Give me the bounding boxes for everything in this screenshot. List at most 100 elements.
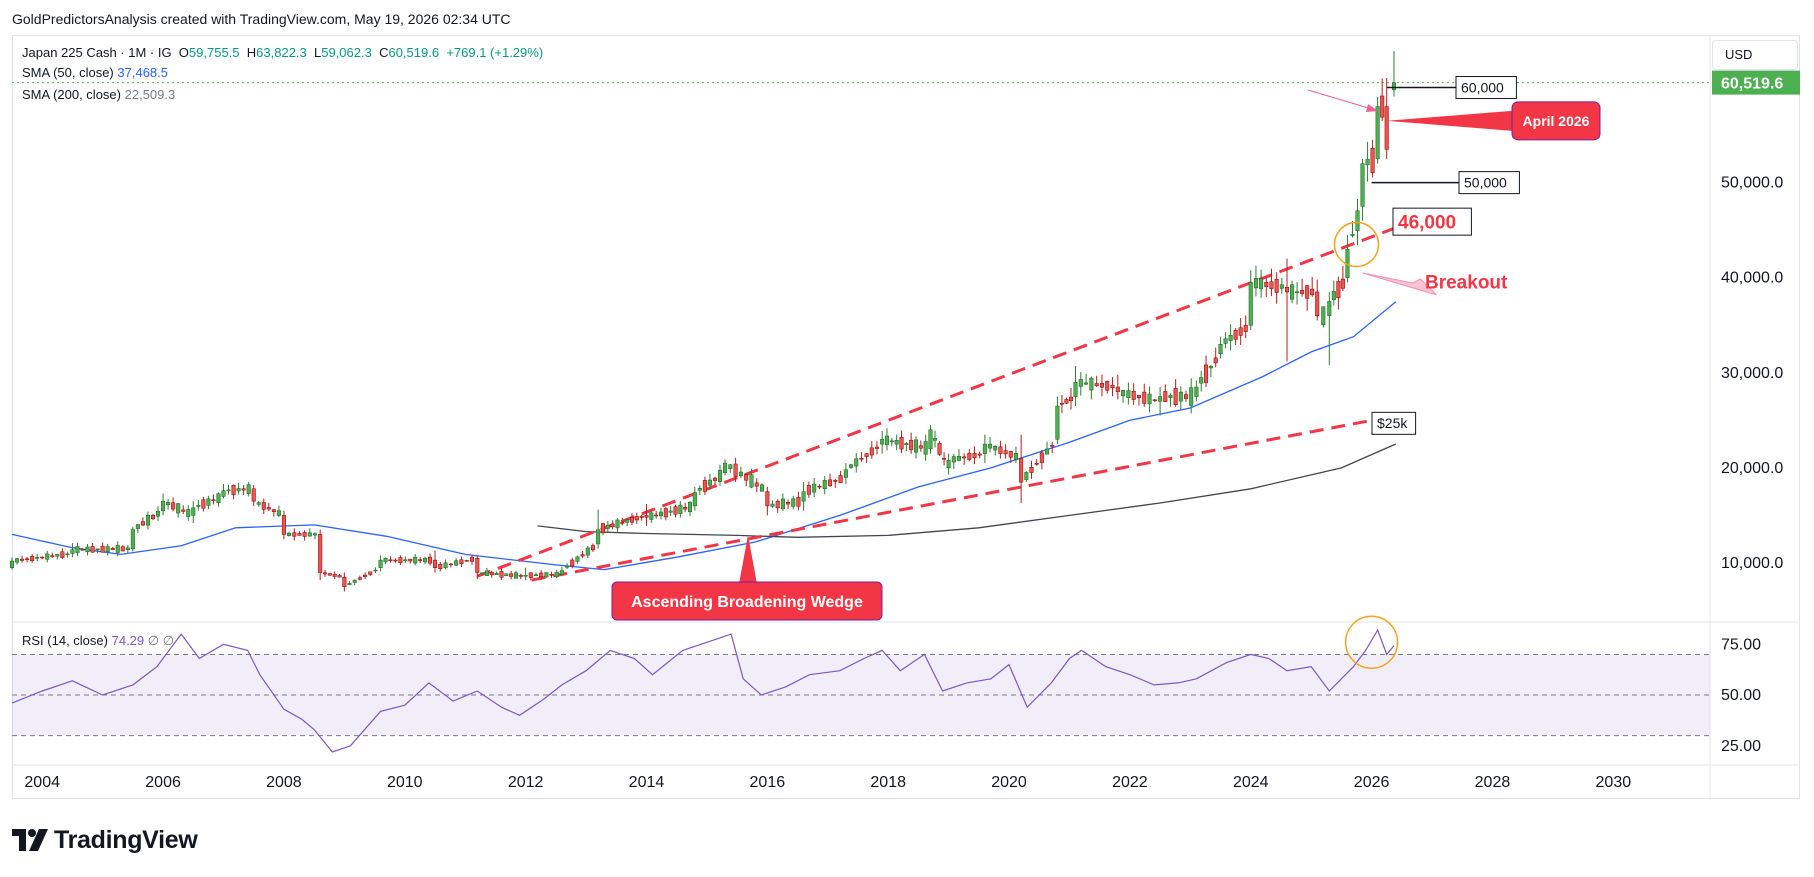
rsi-tick-label: 75.00 (1721, 636, 1761, 653)
candle-body (549, 574, 554, 576)
candle-body (423, 557, 428, 563)
candle-body (1228, 334, 1233, 341)
candle-body (261, 502, 266, 510)
candle-body (1050, 445, 1055, 447)
candle-body (634, 516, 639, 521)
candle-body (1300, 289, 1305, 294)
candle-body (322, 572, 328, 575)
candle-body (60, 551, 65, 558)
candle-body (692, 492, 697, 507)
candle-body (1327, 301, 1332, 316)
candle-body (1350, 234, 1355, 236)
rsi-legend[interactable]: RSI (14, close) 74.29 ∅ ∅ (22, 633, 174, 649)
currency-button[interactable]: USD (1712, 40, 1798, 70)
candle-body (565, 566, 570, 568)
sma50-legend[interactable]: SMA (50, close) 37,468.5 (22, 65, 168, 80)
candle-body (658, 511, 663, 517)
candle-body (50, 555, 55, 557)
candle-body (241, 488, 246, 491)
candle-body (1384, 106, 1389, 150)
candle-body (942, 458, 947, 460)
rsi-extra-1: ∅ (147, 633, 160, 648)
candle-body (1084, 382, 1089, 385)
candle-body (398, 557, 403, 563)
candle-body (775, 500, 780, 509)
candle-body (982, 443, 987, 454)
candle-body (518, 575, 523, 577)
candle-body (585, 547, 590, 556)
candle-body (923, 441, 928, 455)
candle-body (327, 573, 332, 576)
candle-body (403, 559, 408, 561)
candle-body (236, 488, 241, 492)
candle-body (1238, 327, 1243, 336)
candle-body (489, 572, 494, 576)
sma200-legend[interactable]: SMA (200, close) 22,509.3 (22, 87, 175, 102)
candle-body (337, 575, 342, 578)
candle-body (1110, 384, 1115, 389)
candle-body (332, 573, 337, 577)
y-tick-label: 30,000.0 (1721, 365, 1783, 382)
candle-body (760, 484, 765, 492)
candle-body (211, 499, 216, 502)
candle-body (221, 490, 226, 497)
candle-body (1199, 377, 1204, 384)
candle-body (539, 572, 544, 578)
candle-body (580, 554, 585, 557)
candle-body (977, 453, 982, 456)
candle-body (438, 564, 443, 570)
candle-body (1274, 278, 1279, 293)
rsi-label: RSI (14, close) (22, 633, 108, 648)
open-value: 59,755.5 (188, 45, 240, 60)
wedge-callout-text: Ascending Broadening Wedge (631, 594, 863, 611)
rsi-tick-label: 25.00 (1721, 738, 1761, 755)
candle-body (1391, 82, 1396, 91)
candle-body (864, 453, 869, 457)
candle-body (40, 556, 45, 559)
candle-body (1131, 390, 1136, 400)
tradingview-logo[interactable]: TradingView (12, 826, 198, 854)
candle-body (838, 475, 843, 484)
candle-body (1340, 278, 1345, 289)
candle-body (754, 482, 759, 487)
candle-body (610, 523, 615, 528)
candle-body (765, 491, 770, 507)
chart-lines (11, 82, 1710, 582)
candle-body (448, 563, 453, 566)
candle-body (271, 509, 276, 513)
candle-body (459, 559, 464, 565)
y-tick-label: 50,000.0 (1721, 175, 1783, 192)
level-25k-box (1371, 411, 1417, 435)
candle-body (717, 469, 723, 482)
annotations: 60,000 50,000 46,000 $25k Breakout April 2026… (611, 76, 1601, 621)
candle-body (1259, 278, 1264, 290)
candle-body (791, 498, 796, 507)
candle-body (988, 443, 993, 449)
x-tick-label: 2016 (750, 774, 786, 791)
candle-body (744, 474, 749, 481)
candle-body (347, 583, 352, 585)
candle-body (166, 502, 171, 506)
candle-body (1008, 451, 1013, 458)
candle-body (1208, 365, 1213, 369)
candle-body (544, 572, 549, 578)
level-60000-box (1455, 76, 1517, 100)
candle-body (554, 571, 559, 578)
level-50000-text: 50,000 (1464, 175, 1507, 191)
candle-body (822, 480, 827, 489)
candle-body (494, 572, 499, 575)
sma200-line (537, 443, 1397, 538)
candle-body (1024, 472, 1029, 480)
candle-body (1094, 383, 1099, 387)
candle-body (859, 458, 864, 460)
level-50000-box (1458, 171, 1520, 195)
y-tick-label: 40,000.0 (1721, 270, 1783, 287)
candle-body (171, 502, 176, 510)
candle-body (770, 503, 775, 507)
april-callout-text: April 2026 (1523, 113, 1590, 129)
candle-body (70, 549, 75, 554)
wedge-callout-pointer (739, 535, 757, 584)
candle-body (475, 557, 480, 573)
candle-body (181, 509, 186, 512)
